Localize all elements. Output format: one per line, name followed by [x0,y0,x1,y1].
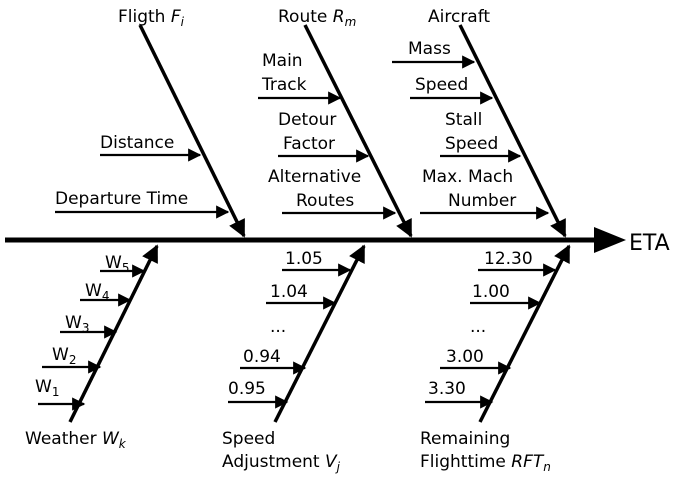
cause-item: ... [470,317,486,337]
text-part: j [335,460,341,474]
cause-item: 3.00 [446,347,484,367]
text-part: W [85,281,102,301]
text-part: F [171,7,181,27]
weather-item: W1 [35,377,59,399]
cause-item: Number [448,191,516,211]
cause-item: Speed [445,134,498,154]
text-part: RFT [511,452,545,472]
text-part: 2 [69,353,77,367]
text-part: k [119,437,127,451]
cause-item: 1.00 [472,282,510,302]
text-part: 5 [122,261,130,275]
text-part: Weather [25,429,97,449]
text-part: Fligth [118,7,165,27]
cause-label: Fligth Fi [118,7,185,29]
text-part: Flighttime [420,452,506,472]
arrows [38,55,557,411]
text-part: W [52,345,69,365]
weather-item: W5 [105,253,129,275]
cause-item: ... [270,317,286,337]
weather-item: W2 [52,345,76,367]
cause-item: Alternative [268,167,361,187]
cause-item: Speed [415,75,468,95]
cause-item: Mass [408,39,451,59]
text-part: W [102,429,120,449]
text-part: W [65,313,82,333]
cause-label: Remaining [420,429,510,449]
cause-item: 0.95 [228,379,266,399]
cause-item: Main [262,51,303,71]
cause-item: Routes [296,191,354,211]
text-part: W [105,253,122,273]
text-part: 1 [52,385,60,399]
cause-item: Stall [445,110,482,130]
cause-item: Detour [278,110,336,130]
cause-item: Track [261,75,307,95]
text-part: 3 [82,321,90,335]
cause-label: Route Rm [278,7,356,29]
text-part: W [35,377,52,397]
cause-label: Speed [222,429,275,449]
cause-item: Distance [100,133,174,153]
cause-item: Factor [283,134,335,154]
text-part: n [543,460,551,474]
cause-label: Weather Wk [25,429,127,451]
weather-item: W3 [65,313,89,335]
cause-item: 12.30 [484,249,533,269]
cause-item: 3.30 [428,379,466,399]
text-part: V [325,452,338,472]
cause-item: Max. Mach [422,167,513,187]
cause-item: 1.05 [285,249,323,269]
weather-item: W4 [85,281,109,303]
cause-item: 0.94 [243,347,281,367]
text-part: R [333,7,345,27]
effect: ETA [629,231,670,256]
cause-label: Flighttime RFTn [420,452,551,474]
cause-label: Adjustment Vj [222,452,341,474]
spine [5,227,626,253]
text-part: 4 [102,289,110,303]
cause-item: 1.04 [270,282,308,302]
bones [68,24,571,423]
cause-label: Aircraft [428,7,490,27]
text-part: i [181,15,185,29]
text-part: Adjustment [222,452,320,472]
text-part: Route [278,7,327,27]
text-part: m [345,15,357,29]
cause-item: Departure Time [55,189,188,209]
